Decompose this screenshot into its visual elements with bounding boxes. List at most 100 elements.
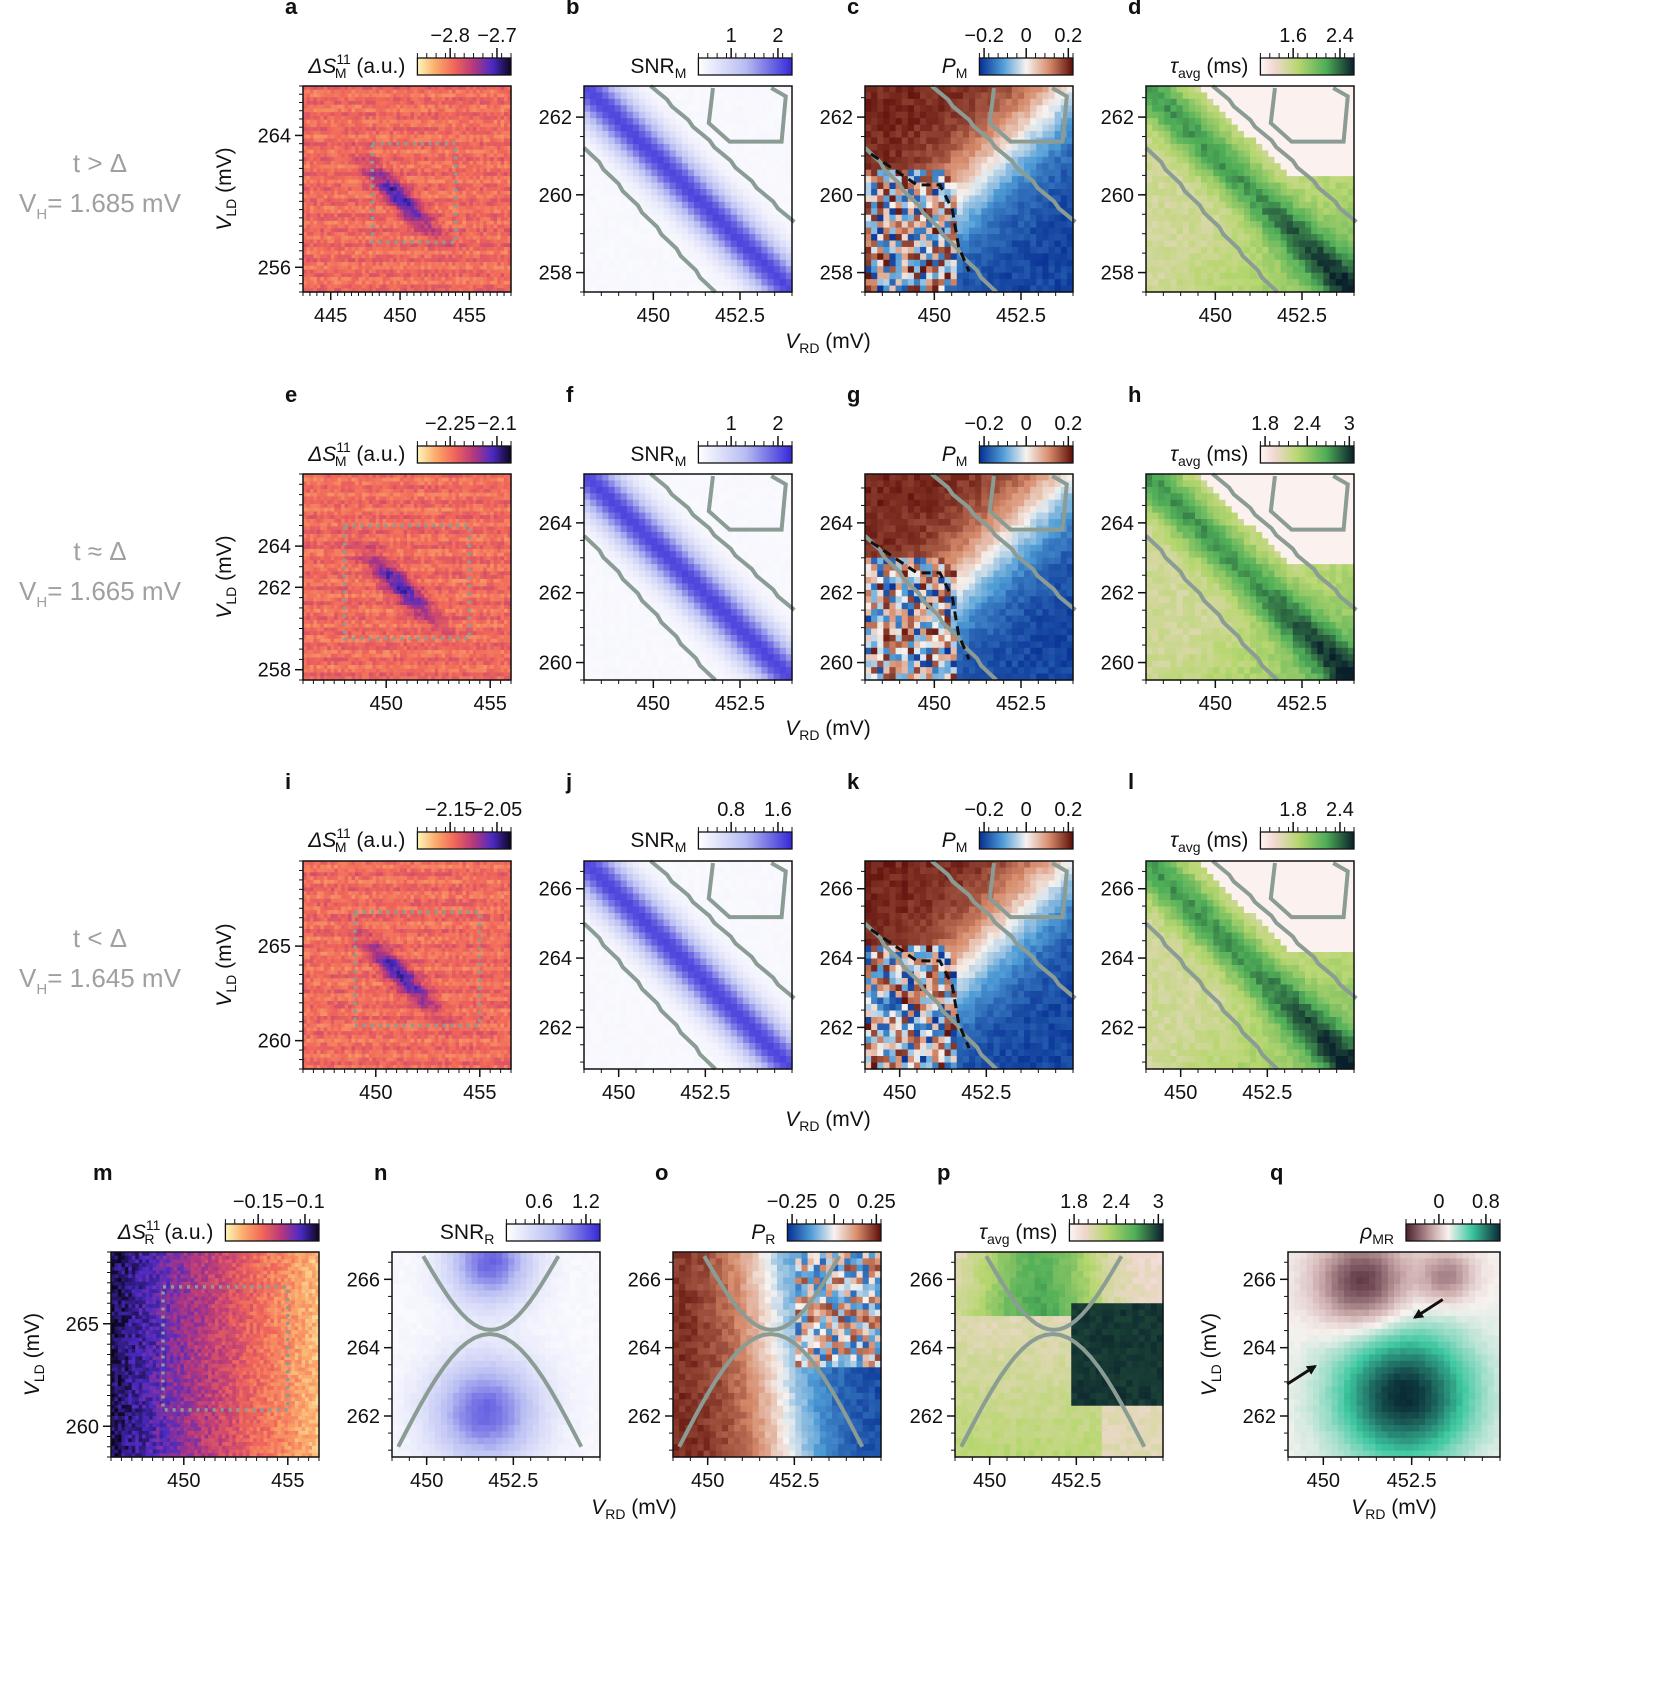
heatmap-cell bbox=[657, 98, 665, 106]
heatmap-cell bbox=[500, 157, 505, 162]
heatmap-cell bbox=[987, 86, 995, 94]
heatmap-cell bbox=[749, 189, 756, 197]
heatmap-cell bbox=[431, 277, 436, 282]
heatmap-cell bbox=[785, 137, 793, 145]
heatmap-cell bbox=[504, 247, 509, 252]
heatmap-cell bbox=[372, 247, 377, 252]
heatmap-cell bbox=[365, 89, 370, 95]
heatmap-cell bbox=[441, 86, 446, 91]
heatmap-cell bbox=[448, 104, 453, 110]
heatmap-cell bbox=[455, 100, 460, 106]
heatmap-cell bbox=[469, 262, 474, 267]
heatmap-cell bbox=[490, 247, 495, 252]
heatmap-cell bbox=[337, 138, 342, 143]
heatmap-cell bbox=[410, 269, 415, 274]
heatmap-cell bbox=[1030, 156, 1037, 164]
heatmap-cell bbox=[334, 258, 339, 263]
heatmap-cell bbox=[327, 93, 332, 98]
heatmap-cell bbox=[341, 220, 346, 226]
heatmap-cell bbox=[341, 100, 346, 106]
heatmap-cell bbox=[452, 115, 457, 121]
heatmap-cell bbox=[755, 253, 763, 261]
heatmap-cell bbox=[313, 205, 318, 211]
heatmap-cell bbox=[334, 157, 339, 162]
heatmap-cell bbox=[472, 183, 477, 188]
heatmap-cell bbox=[358, 202, 363, 207]
heatmap-cell bbox=[334, 175, 339, 181]
heatmap-cell bbox=[500, 202, 505, 207]
heatmap-cell bbox=[608, 163, 616, 171]
heatmap-cell bbox=[393, 209, 398, 214]
heatmap-cell bbox=[396, 89, 401, 95]
heatmap-cell bbox=[382, 243, 387, 248]
heatmap-cell bbox=[706, 169, 714, 177]
heatmap-cell bbox=[486, 213, 491, 218]
heatmap-cell bbox=[663, 150, 671, 158]
heatmap-cell bbox=[651, 169, 659, 177]
heatmap-cell bbox=[355, 217, 360, 222]
heatmap-cell bbox=[871, 137, 878, 145]
heatmap-cell bbox=[956, 150, 964, 158]
heatmap-cell bbox=[472, 168, 477, 173]
heatmap-cell bbox=[479, 130, 484, 136]
heatmap-cell bbox=[663, 266, 671, 274]
heatmap-cell bbox=[431, 202, 436, 207]
heatmap-cell bbox=[348, 239, 353, 244]
heatmap-cell bbox=[327, 243, 332, 248]
heatmap-cell bbox=[956, 111, 964, 119]
heatmap-cell bbox=[694, 253, 701, 261]
heatmap-cell bbox=[920, 156, 927, 164]
heatmap-cell bbox=[410, 220, 415, 226]
heatmap-cell bbox=[895, 118, 903, 126]
heatmap-cell bbox=[327, 213, 332, 218]
heatmap-cell bbox=[420, 243, 425, 248]
heatmap-cell bbox=[417, 130, 422, 136]
heatmap-cell bbox=[500, 112, 505, 117]
heatmap-cell bbox=[334, 183, 339, 188]
heatmap-cell bbox=[327, 130, 332, 136]
heatmap-cell bbox=[434, 108, 439, 113]
heatmap-cell bbox=[372, 168, 377, 173]
heatmap-cell bbox=[608, 150, 616, 158]
heatmap-cell bbox=[445, 190, 450, 196]
heatmap-cell bbox=[407, 86, 412, 91]
heatmap-cell bbox=[452, 183, 457, 188]
heatmap-cell bbox=[407, 277, 412, 282]
heatmap-cell bbox=[434, 179, 439, 184]
heatmap-cell bbox=[507, 127, 512, 132]
heatmap-cell bbox=[497, 179, 502, 184]
heatmap-cell bbox=[913, 124, 921, 132]
heatmap-cell bbox=[393, 145, 398, 151]
heatmap-cell bbox=[330, 175, 335, 181]
heatmap-cell bbox=[344, 198, 349, 203]
heatmap-cell bbox=[303, 123, 308, 128]
heatmap-cell bbox=[351, 273, 356, 278]
heatmap-cell bbox=[365, 198, 370, 203]
heatmap-cell bbox=[669, 98, 677, 106]
heatmap-cell bbox=[645, 163, 652, 171]
heatmap-cell bbox=[490, 254, 495, 259]
heatmap-cell bbox=[455, 142, 460, 147]
heatmap-cell bbox=[341, 224, 346, 229]
heatmap-cell bbox=[403, 86, 408, 91]
heatmap-cell bbox=[393, 172, 398, 177]
heatmap-cell bbox=[675, 163, 683, 171]
heatmap-cell bbox=[316, 142, 321, 147]
heatmap-cell bbox=[700, 98, 707, 106]
heatmap-cell bbox=[669, 189, 677, 197]
heatmap-cell bbox=[743, 143, 750, 151]
heatmap-cell bbox=[504, 243, 509, 248]
heatmap-cell bbox=[507, 123, 512, 128]
heatmap-cell bbox=[365, 104, 370, 110]
heatmap-cell bbox=[448, 190, 453, 196]
heatmap-cell bbox=[479, 228, 484, 233]
heatmap-cell bbox=[330, 220, 335, 226]
heatmap-cell bbox=[358, 134, 363, 140]
heatmap-cell bbox=[327, 198, 332, 203]
heatmap-cell bbox=[389, 220, 394, 226]
heatmap-cell bbox=[441, 277, 446, 282]
heatmap-cell bbox=[455, 179, 460, 184]
heatmap-cell bbox=[507, 280, 512, 286]
heatmap-cell bbox=[459, 254, 464, 259]
heatmap-cell bbox=[469, 127, 474, 132]
